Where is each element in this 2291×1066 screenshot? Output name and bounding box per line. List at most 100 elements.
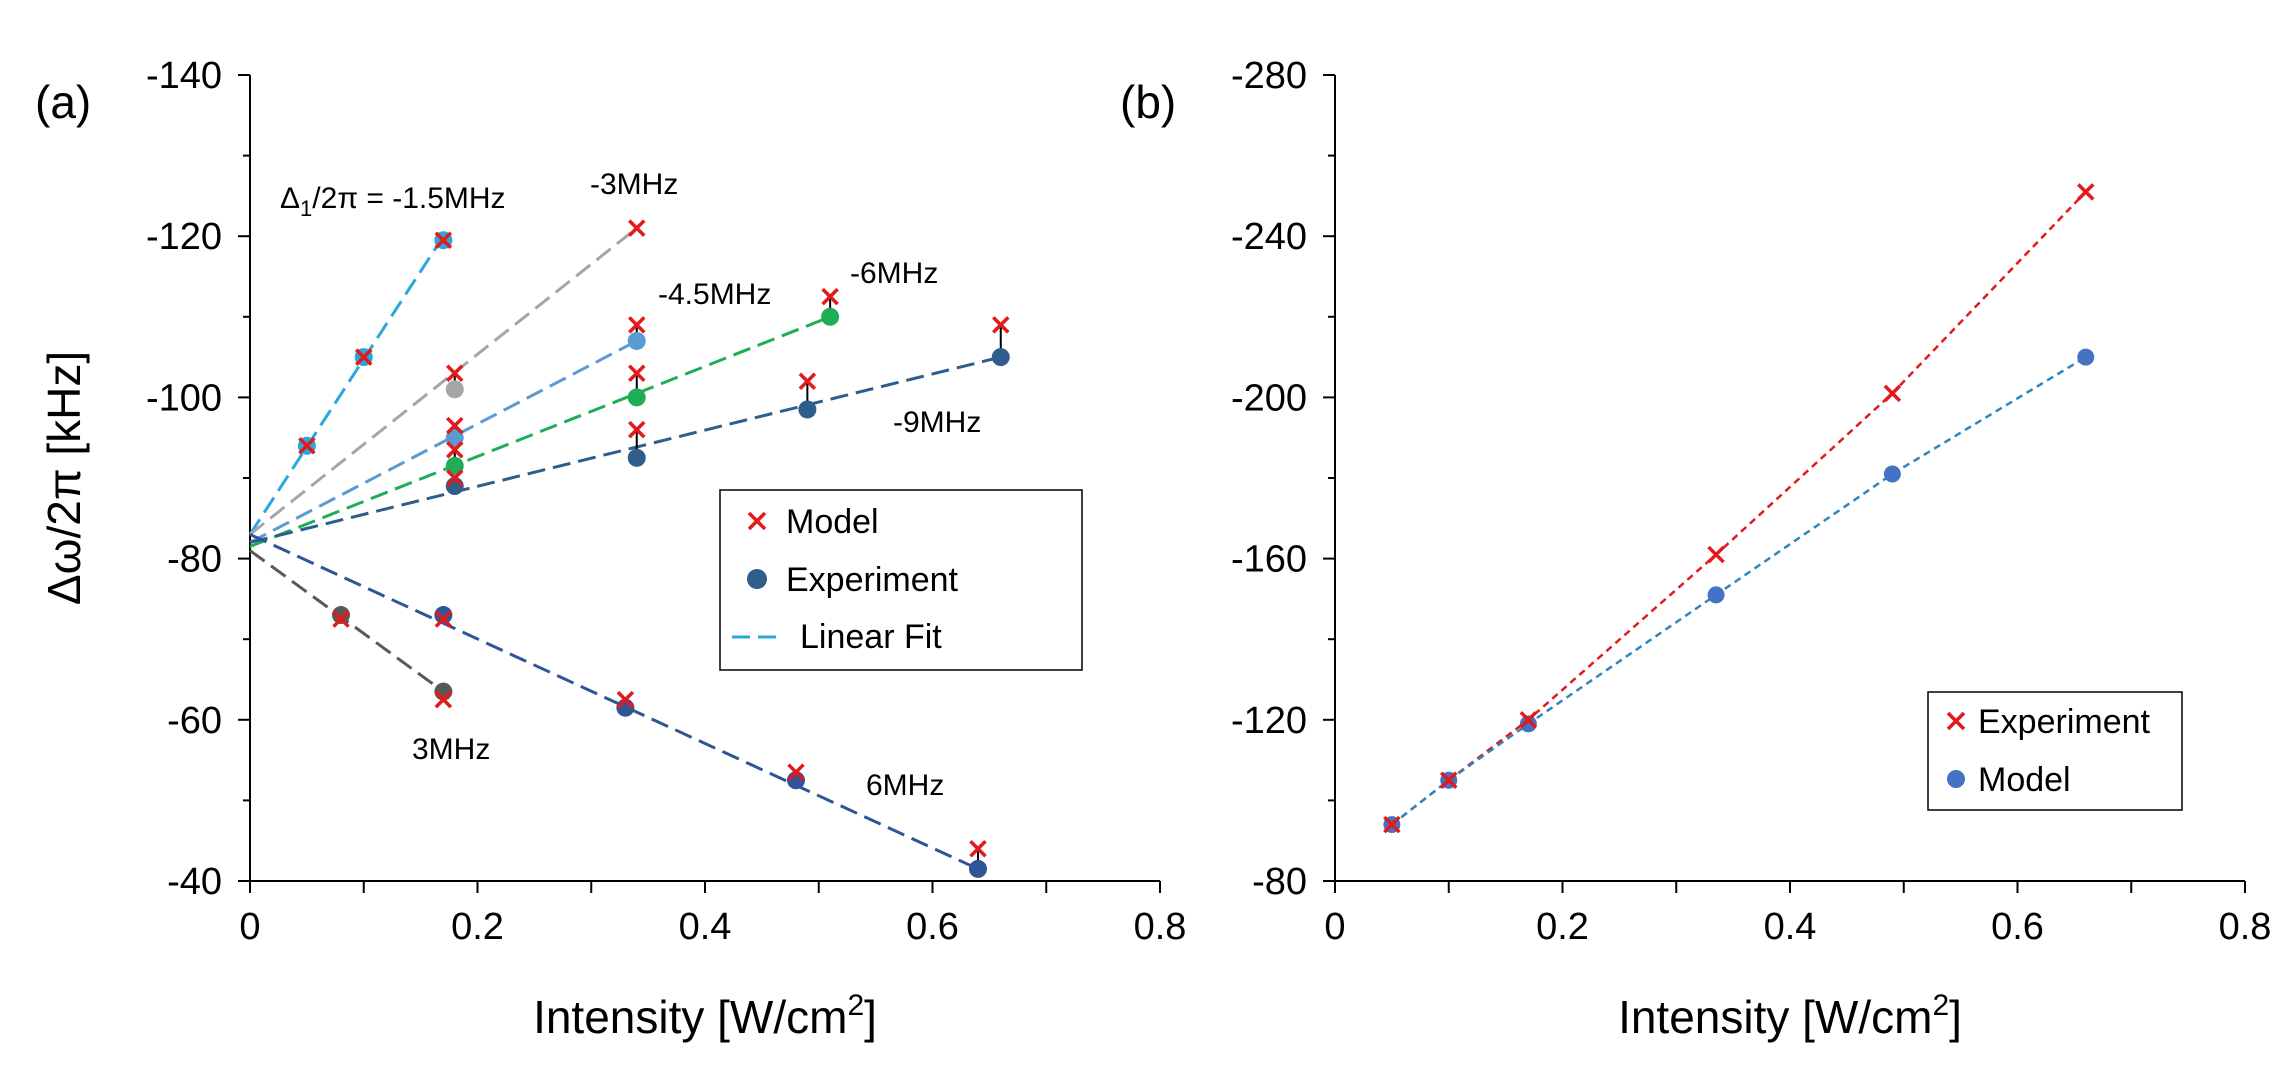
model-point — [1707, 586, 1725, 604]
panel-b-label: (b) — [1120, 76, 1176, 128]
series-label-m1p5mhz-prefix: Δ — [280, 182, 300, 215]
panel-a-plot-area — [248, 219, 1010, 878]
experiment-point-m9mhz — [798, 400, 817, 419]
fit-line-m4p5mhz — [249, 339, 638, 544]
panel-a-x-ticks: 0 0.2 0.4 0.6 0.8 — [239, 881, 1186, 948]
y-tick-label: -200 — [1231, 377, 1307, 419]
experiment-point — [1383, 815, 1401, 834]
legend-experiment-marker — [747, 569, 767, 589]
legend-experiment-label: Experiment — [786, 561, 959, 599]
experiment-point-m4p5mhz — [627, 331, 646, 350]
x-tick-label: 0.8 — [2219, 906, 2272, 948]
y-tick-label: -120 — [146, 216, 222, 258]
y-tick-label: -80 — [167, 539, 222, 581]
y-tick-label: -120 — [1231, 700, 1307, 742]
y-tick-label: -40 — [167, 861, 222, 903]
model-point-m6mhz — [628, 364, 646, 382]
series-label-m1p5mhz-text: /2π = -1.5MHz — [312, 182, 505, 215]
x-tick-label: 0.2 — [1536, 906, 1589, 948]
model-point — [2077, 348, 2095, 366]
model-point-3mhz — [434, 690, 453, 709]
y-tick-label: -80 — [1252, 861, 1307, 903]
panel-b: (b) -280 -240 -200 -160 -120 -80 0 0.2 0.4 0.6 0.… — [1120, 55, 2271, 1043]
model-point — [1883, 465, 1901, 483]
model-point-3mhz — [332, 610, 350, 628]
model-point-m4p5mhz — [628, 316, 646, 334]
panel-a-y-axis-title: Δω/2π [kHz] — [38, 351, 90, 605]
x-tick-label: 0 — [1324, 906, 1345, 948]
model-point — [1519, 715, 1537, 733]
series-label-m1p5mhz-sub: 1 — [300, 196, 312, 221]
y-tick-label: -280 — [1231, 55, 1307, 97]
panel-b-x-axis-title: Intensity [W/cm2] — [1618, 989, 1962, 1043]
model-point-m9mhz — [798, 372, 817, 391]
model-point-6mhz — [434, 610, 453, 628]
y-tick-label: -140 — [146, 55, 222, 97]
model-point-m6mhz — [446, 441, 464, 459]
legend-model-label: Model — [786, 503, 879, 541]
panel-b-x-title-main: Intensity [W/cm — [1618, 991, 1932, 1043]
x-tick-label: 0.2 — [451, 906, 504, 948]
model-point-m1p5mhz — [434, 231, 453, 249]
panel-a-x-axis-title: Intensity [W/cm2] — [533, 989, 877, 1043]
x-tick-label: 0 — [239, 906, 260, 948]
series-label-m3mhz: -3MHz — [590, 168, 678, 201]
panel-a-legend-box — [719, 489, 1083, 671]
experiment-point-m6mhz — [627, 388, 646, 407]
legend-linear-fit-label: Linear Fit — [800, 618, 942, 656]
panel-a: (a) -140-120-100-80-60-40 0 0.2 0.4 0.6 0.8 … — [35, 55, 1186, 1043]
panel-b-x-title-end: ] — [1949, 991, 1962, 1043]
panel-a-x-title-sup: 2 — [847, 989, 864, 1022]
model-point-6mhz — [616, 690, 635, 709]
experiment-point — [1707, 545, 1725, 564]
experiment-point — [2077, 183, 2095, 201]
legend-model-marker — [747, 511, 767, 531]
experiment-point-m6mhz — [445, 456, 464, 475]
legend-b-experiment-label: Experiment — [1978, 703, 2151, 741]
model-point-m3mhz — [446, 364, 464, 382]
series-label-3mhz: 3MHz — [412, 733, 490, 766]
series-label-m1p5mhz: Δ1/2π = -1.5MHz — [280, 182, 506, 221]
x-tick-label: 0.8 — [1134, 906, 1187, 948]
panel-b-legend-box — [1927, 691, 2183, 811]
y-tick-label: -160 — [1231, 539, 1307, 581]
model-point-m9mhz — [446, 469, 464, 487]
model-point-6mhz — [787, 763, 805, 781]
y-tick-label: -240 — [1231, 216, 1307, 258]
experiment-point-m9mhz — [627, 448, 646, 467]
experiment-point-m9mhz — [991, 348, 1010, 367]
experiment-point-3mhz — [332, 606, 350, 625]
panel-b-x-title-sup: 2 — [1932, 989, 1949, 1022]
y-tick-label: -60 — [167, 700, 222, 742]
experiment-point-m4p5mhz — [445, 428, 464, 447]
legend-b-model-label: Model — [1978, 761, 2071, 799]
model-point-6mhz — [969, 840, 987, 858]
panel-a-x-title-end: ] — [864, 991, 877, 1043]
panel-b-legend: Experiment Model — [1927, 691, 2183, 811]
model-point-m9mhz — [992, 316, 1010, 334]
series-label-6mhz: 6MHz — [866, 769, 944, 802]
legend-b-model-marker — [1947, 770, 1965, 788]
experiment-point — [1440, 771, 1458, 789]
series-label-m4p5mhz: -4.5MHz — [658, 278, 771, 311]
legend-b-experiment-marker — [1946, 711, 1966, 731]
model-point-m4p5mhz — [446, 416, 464, 435]
experiment-point-m6mhz — [821, 307, 840, 326]
panel-b-plot-area — [1383, 183, 2095, 834]
fit-line-m1p5mhz — [248, 235, 445, 536]
model-point-m3mhz — [628, 219, 646, 237]
x-tick-label: 0.4 — [1764, 906, 1817, 948]
panel-a-y-ticks: -140 -120 -100 -80 -60 -40 — [146, 55, 250, 903]
series-label-m9mhz: -9MHz — [893, 406, 981, 439]
model-point-m6mhz — [821, 287, 839, 306]
panel-b-y-ticks: -280 -240 -200 -160 -120 -80 — [1231, 55, 1335, 903]
model-point-m1p5mhz — [355, 348, 373, 366]
y-tick-label: -100 — [146, 377, 222, 419]
model-point-m1p5mhz — [298, 437, 316, 455]
x-tick-label: 0.4 — [679, 906, 732, 948]
experiment-point — [1519, 711, 1538, 729]
series-label-m6mhz: -6MHz — [850, 257, 938, 290]
experiment-point — [1883, 384, 1902, 403]
panel-a-x-title-main: Intensity [W/cm — [533, 991, 847, 1043]
